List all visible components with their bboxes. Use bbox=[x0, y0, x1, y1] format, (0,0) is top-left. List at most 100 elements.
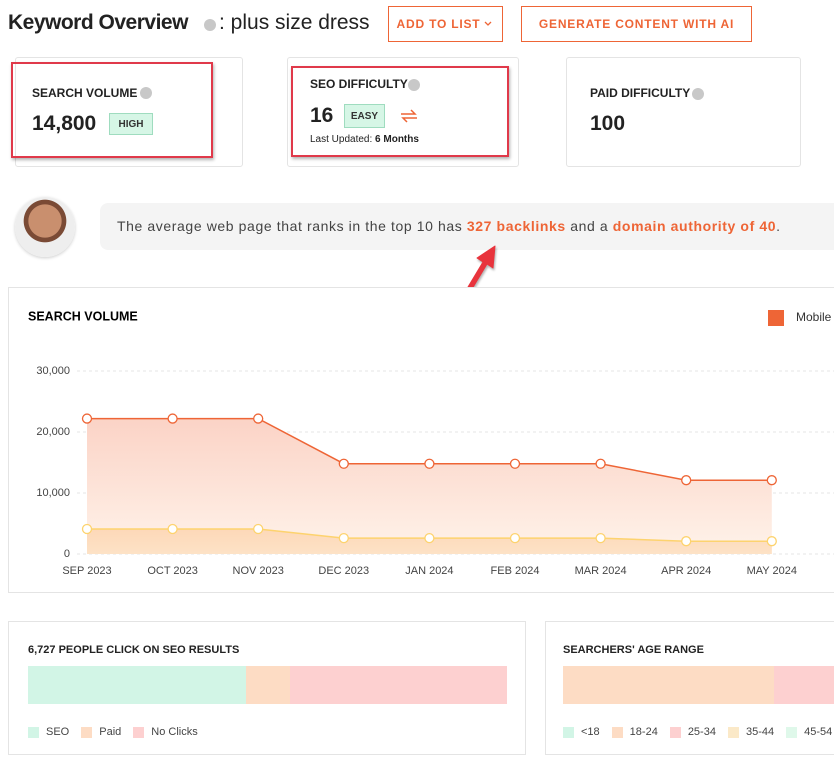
point bbox=[424, 532, 435, 544]
insight-part: and a bbox=[565, 218, 613, 234]
x-tick-label: DEC 2023 bbox=[318, 565, 369, 577]
point bbox=[338, 532, 349, 544]
y-tick-label: 20,000 bbox=[36, 426, 70, 438]
chart-title: SEARCH VOLUME bbox=[28, 309, 138, 323]
metric-badge: EASY bbox=[344, 104, 385, 128]
add-to-list-button[interactable]: ADD TO LIST bbox=[388, 6, 503, 42]
help-icon[interactable] bbox=[692, 88, 704, 100]
keyword: : plus size dress bbox=[219, 11, 370, 34]
point bbox=[681, 536, 692, 547]
x-tick-label: OCT 2023 bbox=[147, 565, 198, 577]
x-tick-label: APR 2024 bbox=[661, 565, 711, 577]
bar-segment bbox=[563, 666, 774, 704]
legend-label: 35-44 bbox=[745, 726, 775, 738]
legend-swatch bbox=[563, 726, 574, 738]
legend-swatch bbox=[786, 726, 798, 738]
highlight-box bbox=[291, 66, 509, 157]
x-tick-label: JAN 2024 bbox=[405, 565, 453, 577]
x-tick-label: MAY 2024 bbox=[747, 565, 797, 577]
legend-label: 25-34 bbox=[687, 726, 716, 738]
avatar bbox=[15, 197, 75, 257]
legend-swatch bbox=[611, 726, 623, 738]
point bbox=[81, 413, 93, 424]
panel-title: 6,727 PEOPLE CLICK ON SEO RESULTS bbox=[28, 644, 240, 656]
bar-segment bbox=[773, 666, 834, 704]
clicks-panel: 6,727 PEOPLE CLICK ON SEO RESULTS SEO Pai… bbox=[8, 621, 526, 755]
metric-value: 14,800 bbox=[32, 112, 97, 135]
legend-swatch bbox=[133, 726, 145, 738]
point bbox=[681, 475, 692, 486]
insight-link[interactable]: domain authority of 40 bbox=[612, 218, 777, 234]
point bbox=[595, 458, 606, 469]
insight-link[interactable]: 327 backlinks bbox=[466, 218, 566, 234]
legend-item: 18-24 bbox=[611, 726, 658, 738]
panel-title: SEARCHERS' AGE RANGE bbox=[563, 644, 704, 656]
insight-bubble bbox=[100, 203, 834, 250]
legend-label: No Clicks bbox=[151, 726, 198, 738]
bar-segment bbox=[245, 666, 290, 704]
help-icon[interactable] bbox=[140, 87, 152, 99]
bar-segment bbox=[290, 666, 507, 704]
button-label: GENERATE CONTENT WITH AI bbox=[538, 17, 735, 31]
legend-swatch bbox=[727, 726, 739, 738]
refresh-icon[interactable] bbox=[398, 106, 420, 126]
page-title: Keyword Overview bbox=[8, 11, 188, 34]
point bbox=[766, 536, 777, 547]
metric-card bbox=[15, 57, 243, 167]
legend-label: 18-24 bbox=[629, 726, 658, 738]
metric-card bbox=[566, 57, 801, 167]
metric-value: 100 bbox=[590, 112, 626, 135]
point bbox=[253, 413, 264, 424]
point bbox=[81, 523, 93, 535]
y-tick-label: 30,000 bbox=[36, 365, 70, 377]
help-icon[interactable] bbox=[204, 19, 216, 31]
legend-label: <18 bbox=[581, 726, 600, 738]
y-tick-label: 10,000 bbox=[36, 487, 70, 499]
caret bbox=[484, 21, 492, 26]
x-tick-label: MAR 2024 bbox=[575, 565, 627, 577]
legend-swatch bbox=[669, 726, 681, 738]
legend-label: Mobile bbox=[796, 310, 832, 324]
help-icon[interactable] bbox=[408, 79, 420, 91]
point bbox=[253, 523, 264, 535]
legend-label: Paid bbox=[99, 726, 122, 738]
legend-item: SEO bbox=[28, 726, 69, 738]
age-panel: SEARCHERS' AGE RANGE <18 18-24 25-34 35-44 4… bbox=[545, 621, 834, 755]
generate-button[interactable]: GENERATE CONTENT WITH AI bbox=[521, 6, 752, 42]
bar-segment bbox=[28, 666, 246, 704]
metric-label: SEO DIFFICULTY bbox=[310, 77, 408, 91]
point bbox=[424, 458, 435, 469]
x-tick-label: FEB 2024 bbox=[491, 565, 540, 577]
point bbox=[766, 475, 777, 486]
legend-item: Paid bbox=[81, 726, 121, 738]
legend: SEO Paid No Clicks bbox=[28, 726, 508, 740]
legend-label: SEO bbox=[46, 726, 70, 738]
metric-badge: HIGH bbox=[109, 113, 153, 135]
metric-label: SEARCH VOLUME bbox=[32, 86, 138, 100]
highlight-box bbox=[11, 62, 213, 158]
area bbox=[87, 418, 772, 554]
x-tick-label: SEP 2023 bbox=[62, 565, 111, 577]
x-tick-label: NOV 2023 bbox=[233, 565, 284, 577]
legend-item: 25-34 bbox=[669, 726, 716, 738]
button-label: ADD TO LIST bbox=[396, 17, 481, 31]
y-tick-label: 0 bbox=[64, 548, 70, 560]
legend-item: <18 bbox=[563, 726, 600, 738]
line-chart: SEARCH VOLUME 0 10,000 20,000 30,000 SEP 202… bbox=[28, 309, 834, 577]
legend-item: 35-44 bbox=[727, 726, 775, 738]
insight-part: . bbox=[776, 218, 781, 234]
metric-label: PAID DIFFICULTY bbox=[590, 86, 691, 100]
legend-item: No Clicks bbox=[133, 726, 198, 738]
point bbox=[595, 532, 606, 544]
insight-text: The average web page that ranks in the t… bbox=[117, 218, 781, 234]
point bbox=[509, 532, 521, 544]
legend-swatch bbox=[28, 726, 39, 738]
legend-swatch bbox=[768, 310, 784, 326]
point bbox=[509, 458, 521, 469]
metric-card bbox=[287, 57, 519, 167]
legend-item: 45-54 bbox=[786, 726, 832, 738]
point bbox=[167, 523, 178, 535]
last-updated: Last Updated: 6 Months bbox=[310, 134, 419, 145]
legend-swatch bbox=[81, 726, 93, 738]
